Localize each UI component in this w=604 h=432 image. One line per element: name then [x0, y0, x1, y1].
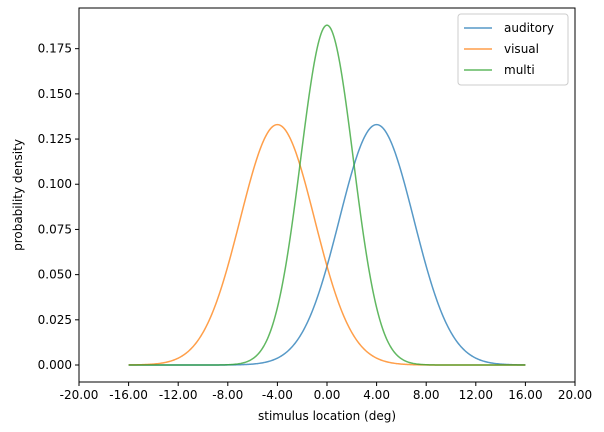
legend: auditory visual multi [457, 13, 569, 86]
x-tick-label: 8.00 [413, 388, 440, 402]
x-tick-label: -12.00 [159, 388, 198, 402]
y-tick-label: 0.175 [38, 42, 72, 56]
y-axis: 0.000 0.025 0.050 0.075 0.100 0.125 0.150 0.175 [38, 42, 79, 372]
legend-label-visual: visual [504, 42, 539, 56]
y-tick-label: 0.025 [38, 313, 72, 327]
x-axis-label: stimulus location (deg) [258, 409, 396, 423]
x-tick-label: 20.00 [558, 388, 592, 402]
plot-lines [128, 24, 526, 366]
y-tick-label: 0.100 [38, 177, 72, 191]
x-axis: -20.00 -16.00 -12.00 -8.00 -4.00 0.00 4.00 8.00… [60, 382, 592, 402]
legend-box [457, 13, 569, 86]
legend-label-auditory: auditory [504, 21, 554, 35]
x-tick-label: -4.00 [262, 388, 293, 402]
x-tick-label: -8.00 [212, 388, 243, 402]
series-line-auditory [128, 123, 526, 366]
series-line-multi [128, 24, 526, 366]
y-tick-label: 0.150 [38, 87, 72, 101]
y-tick-label: 0.000 [38, 358, 72, 372]
x-tick-label: 12.00 [459, 388, 493, 402]
y-tick-label: 0.075 [38, 222, 72, 236]
x-tick-label: -20.00 [60, 388, 99, 402]
x-tick-label: 4.00 [363, 388, 390, 402]
y-axis-label: probability density [11, 139, 25, 251]
x-tick-label: 16.00 [508, 388, 542, 402]
y-tick-label: 0.125 [38, 132, 72, 146]
x-tick-label: 0.00 [314, 388, 341, 402]
y-tick-label: 0.050 [38, 268, 72, 282]
x-tick-label: -16.00 [109, 388, 148, 402]
series-line-visual [128, 123, 526, 366]
legend-label-multi: multi [504, 63, 535, 77]
